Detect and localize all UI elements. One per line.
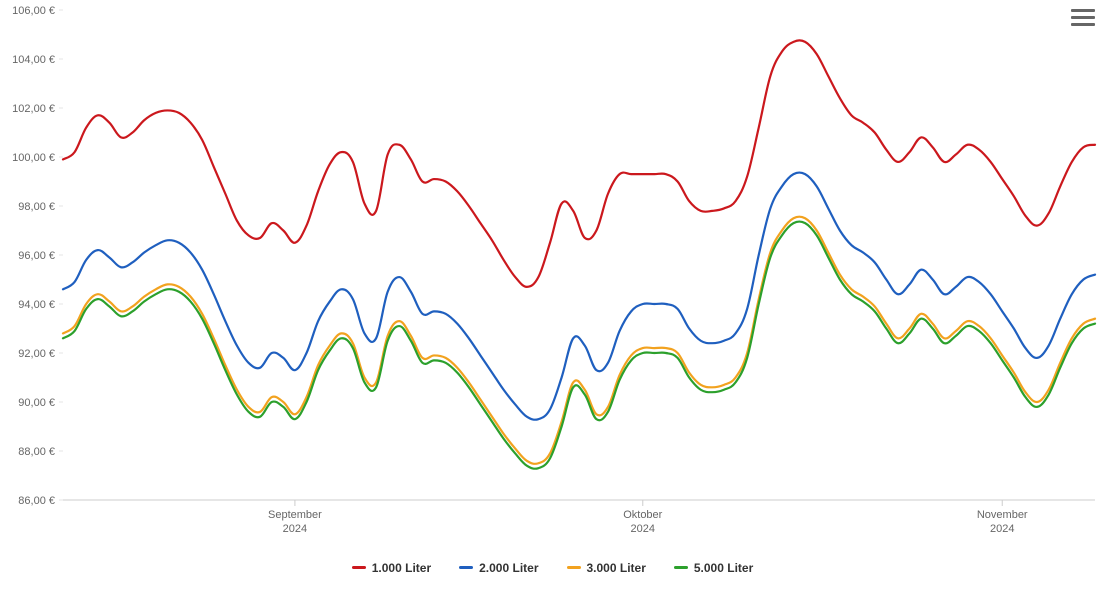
hamburger-icon <box>1071 9 1095 12</box>
svg-text:98,00 €: 98,00 € <box>18 201 55 213</box>
legend-color-swatch <box>674 566 688 569</box>
svg-text:90,00 €: 90,00 € <box>18 397 55 409</box>
price-chart: 86,00 € 88,00 € 90,00 € 92,00 € 94,00 € 96,00… <box>0 0 1105 602</box>
legend-color-swatch <box>459 566 473 569</box>
legend-label: 1.000 Liter <box>372 561 431 575</box>
svg-text:November: November <box>977 509 1028 521</box>
svg-text:96,00 €: 96,00 € <box>18 250 55 262</box>
legend-item[interactable]: 3.000 Liter <box>567 561 646 575</box>
svg-text:86,00 €: 86,00 € <box>18 495 55 507</box>
legend: 1.000 Liter 2.000 Liter 3.000 Liter 5.000 L… <box>0 558 1105 575</box>
svg-text:Oktober: Oktober <box>623 509 662 521</box>
chart-menu-button[interactable] <box>1071 6 1095 28</box>
legend-color-swatch <box>567 566 581 569</box>
svg-text:106,00 €: 106,00 € <box>12 5 55 17</box>
legend-item[interactable]: 1.000 Liter <box>352 561 431 575</box>
legend-item[interactable]: 5.000 Liter <box>674 561 753 575</box>
svg-text:94,00 €: 94,00 € <box>18 299 55 311</box>
legend-color-swatch <box>352 566 366 569</box>
svg-text:102,00 €: 102,00 € <box>12 103 55 115</box>
legend-item[interactable]: 2.000 Liter <box>459 561 538 575</box>
svg-text:2024: 2024 <box>990 523 1014 535</box>
svg-text:100,00 €: 100,00 € <box>12 152 55 164</box>
svg-text:2024: 2024 <box>631 523 655 535</box>
svg-text:September: September <box>268 509 322 521</box>
chart-svg: 86,00 € 88,00 € 90,00 € 92,00 € 94,00 € 96,00… <box>0 0 1105 602</box>
svg-text:104,00 €: 104,00 € <box>12 54 55 66</box>
svg-text:92,00 €: 92,00 € <box>18 348 55 360</box>
svg-text:88,00 €: 88,00 € <box>18 446 55 458</box>
legend-label: 2.000 Liter <box>479 561 538 575</box>
legend-label: 3.000 Liter <box>587 561 646 575</box>
svg-text:2024: 2024 <box>283 523 307 535</box>
legend-label: 5.000 Liter <box>694 561 753 575</box>
